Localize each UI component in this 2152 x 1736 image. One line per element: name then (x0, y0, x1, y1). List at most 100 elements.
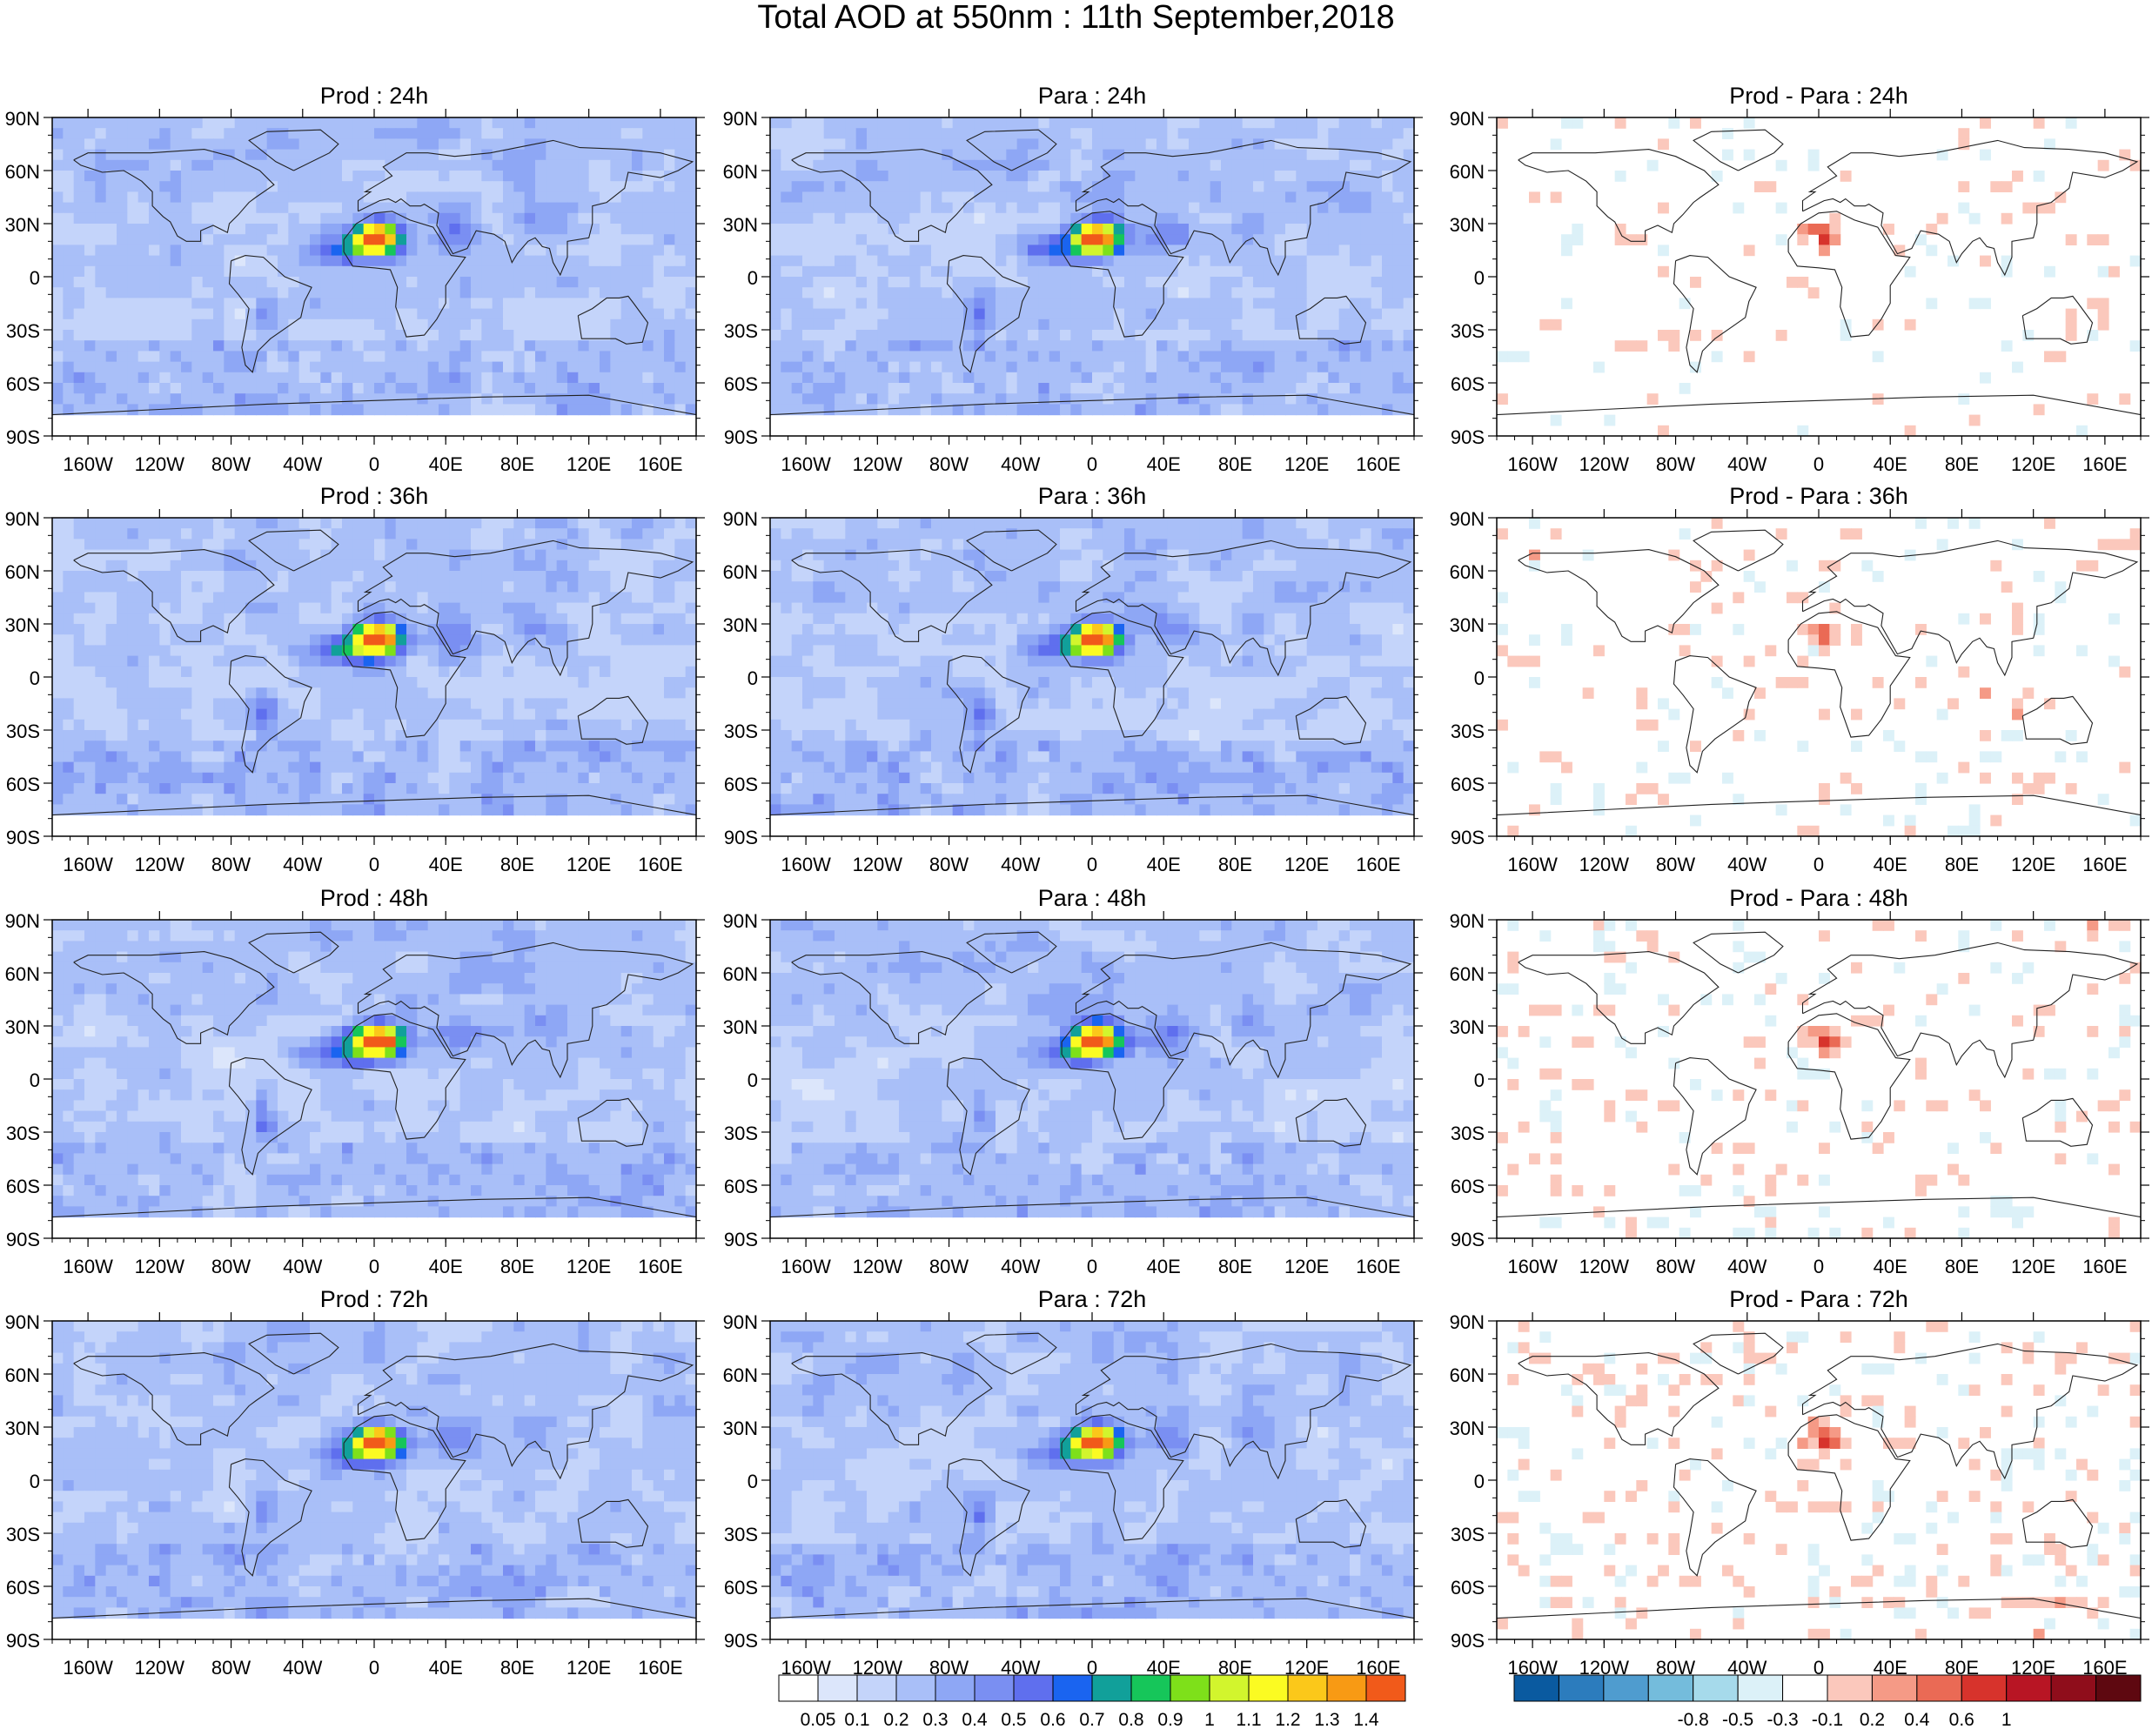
field-cell (674, 128, 686, 139)
field-cell (1776, 234, 1787, 245)
field-cell (106, 191, 117, 203)
field-cell (942, 181, 953, 192)
field-cell (52, 404, 64, 415)
field-cell (1038, 330, 1049, 341)
field-cell (95, 550, 106, 561)
field-cell (203, 528, 214, 540)
field-cell (664, 138, 675, 150)
field-cell (1189, 234, 1200, 245)
field-cell (845, 340, 856, 352)
field-cell (1392, 309, 1404, 320)
field-cell (385, 656, 396, 667)
field-cell (600, 571, 611, 582)
field-cell (364, 687, 375, 699)
field-cell (1371, 351, 1383, 362)
field-cell (600, 128, 611, 139)
field-cell (417, 277, 428, 288)
field-cell (267, 592, 278, 603)
field-cell (117, 528, 128, 540)
field-cell (320, 624, 332, 635)
field-cell (320, 592, 332, 603)
field-cell (310, 571, 321, 582)
field-cell (1124, 181, 1136, 192)
field-cell (203, 171, 214, 182)
field-cell (203, 372, 214, 384)
field-cell (824, 393, 835, 405)
lat-tick-label: 30N (723, 214, 758, 236)
field-cell (610, 256, 621, 267)
field-cell (1371, 404, 1383, 415)
field-cell (953, 234, 964, 245)
field-cell (320, 181, 332, 192)
field-cell (493, 624, 504, 635)
field-cell (84, 624, 96, 635)
field-cell (557, 624, 568, 635)
field-cell (1124, 234, 1136, 245)
field-cell (417, 309, 428, 320)
field-cell (332, 287, 343, 298)
field-cell (1404, 150, 1415, 161)
field-cell (278, 340, 289, 352)
field-cell (203, 667, 214, 678)
field-cell (557, 404, 568, 415)
field-cell (235, 613, 246, 625)
field-cell (406, 224, 418, 235)
field-cell (52, 309, 64, 320)
field-cell (942, 340, 953, 352)
figure-title: Total AOD at 550nm : 11th September,2018 (0, 0, 2152, 35)
field-cell (985, 234, 996, 245)
field-cell (191, 234, 203, 245)
field-cell (159, 191, 171, 203)
field-cell (600, 362, 611, 373)
field-cell (567, 667, 579, 678)
field-cell (481, 213, 493, 225)
field-cell (985, 117, 996, 129)
field-cell (1296, 330, 1307, 341)
field-cell (525, 150, 536, 161)
field-cell (1243, 298, 1254, 309)
field-cell (406, 362, 418, 373)
field-cell (578, 160, 589, 171)
field-cell (460, 539, 472, 550)
field-cell (589, 330, 600, 341)
field-cell (159, 656, 171, 667)
field-cell (352, 298, 364, 309)
field-cell (471, 383, 482, 394)
field-cell (332, 539, 343, 550)
field-cell (909, 277, 921, 288)
field-cell (63, 234, 74, 245)
field-cell (320, 309, 332, 320)
field-cell (845, 213, 856, 225)
field-cell (320, 539, 332, 550)
field-cell (1712, 171, 1723, 182)
field-cell (417, 266, 428, 278)
field-cell (686, 645, 697, 656)
field-cell (686, 138, 697, 150)
field-cell (52, 603, 64, 614)
field-cell (460, 298, 472, 309)
field-cell (813, 319, 824, 331)
field-cell (1392, 277, 1404, 288)
field-cell (770, 351, 781, 362)
field-cell (802, 298, 814, 309)
field-cell (428, 581, 439, 593)
field-cell (654, 191, 665, 203)
field-cell (963, 256, 975, 267)
field-cell (159, 256, 171, 267)
field-cell (288, 150, 299, 161)
field-cell (1285, 383, 1297, 394)
field-cell (1744, 351, 1755, 362)
field-cell (1146, 171, 1157, 182)
field-cell (642, 340, 654, 352)
field-cell (310, 191, 321, 203)
field-cell (1275, 171, 1286, 182)
field-cell (310, 277, 321, 288)
field-cell (1135, 191, 1146, 203)
field-cell (1658, 266, 1669, 278)
field-cell (332, 603, 343, 614)
field-cell (256, 603, 267, 614)
field-cell (127, 539, 138, 550)
field-cell (364, 309, 375, 320)
field-cell (481, 191, 493, 203)
field-cell (867, 330, 878, 341)
